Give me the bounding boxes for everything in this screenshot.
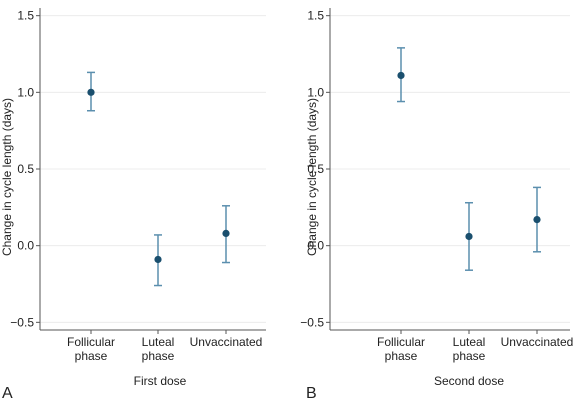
x-tick-label: Unvaccinated <box>190 335 263 349</box>
x-axis-title: Second dose <box>434 374 504 388</box>
x-tick-label-line: Unvaccinated <box>501 335 574 349</box>
y-axis-title: Change in cycle length (days) <box>0 98 14 256</box>
x-tick-label: Luteal phase <box>453 335 486 363</box>
panel-label: B <box>306 385 317 401</box>
x-tick-label-line: Luteal <box>142 335 175 349</box>
y-tick-label: 1.5 <box>17 9 34 23</box>
x-tick-label: Luteal phase <box>142 335 175 363</box>
x-tick-label-line: phase <box>142 349 175 363</box>
y-tick-label: 0.5 <box>307 162 324 176</box>
y-tick-label: −0.5 <box>300 315 324 329</box>
x-tick-label: Follicular phase <box>377 335 425 363</box>
data-point <box>154 255 162 264</box>
x-axis-title: First dose <box>134 374 187 388</box>
data-point <box>222 229 230 237</box>
y-tick-label: 1.0 <box>17 85 34 99</box>
y-tick-label: 1.5 <box>307 9 324 23</box>
y-tick-label: 1.0 <box>307 85 324 99</box>
data-point <box>87 88 95 96</box>
y-tick-label: 0.0 <box>17 239 34 253</box>
y-tick-label: −0.5 <box>10 315 34 329</box>
data-point <box>533 216 541 224</box>
x-tick-label-line: phase <box>453 349 486 363</box>
x-tick-label-line: phase <box>385 349 418 363</box>
x-tick-label-line: phase <box>75 349 108 363</box>
x-tick-label: Follicular phase <box>67 335 115 363</box>
y-axis-title: Change in cycle length (days) <box>305 98 319 256</box>
data-point <box>465 232 473 241</box>
y-tick-label: 0.0 <box>307 239 324 253</box>
x-tick-label-line: Follicular <box>377 335 425 349</box>
panel-label: A <box>2 385 13 401</box>
x-tick-label-line: Unvaccinated <box>190 335 263 349</box>
x-tick-label-line: Luteal <box>453 335 486 349</box>
data-point <box>397 71 405 80</box>
x-tick-label: Unvaccinated <box>501 335 574 349</box>
x-tick-label-line: Follicular <box>67 335 115 349</box>
y-tick-label: 0.5 <box>17 162 34 176</box>
